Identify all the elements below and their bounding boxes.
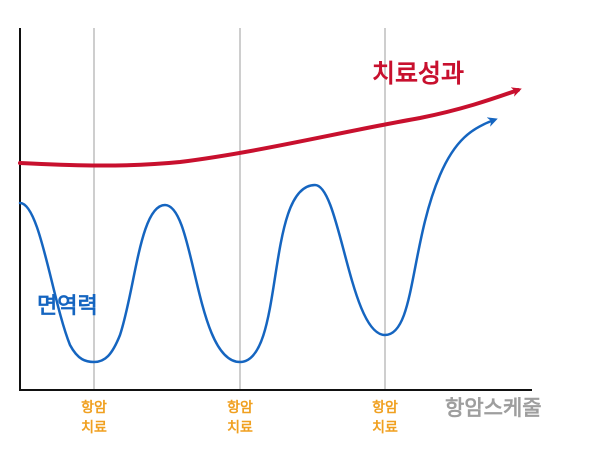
immunity-curve [18, 117, 498, 364]
tick-label-line2: 치료 [227, 420, 253, 436]
tick-label-line1: 항암 [81, 400, 107, 416]
x-axis-label: 항암스케줄 [445, 396, 542, 420]
tick-label-line1: 항암 [227, 400, 253, 416]
immunity-label: 면역력 [37, 294, 98, 319]
outcome-curve [18, 87, 522, 168]
treatment-tick-label-2: 항암 치료 [210, 398, 270, 438]
tick-label-line2: 치료 [81, 420, 107, 436]
outcome-label: 치료성과 [372, 59, 465, 88]
treatment-tick-label-1: 항암 치료 [64, 398, 124, 438]
treatment-tick-label-3: 항암 치료 [355, 398, 415, 438]
tick-label-line2: 치료 [372, 420, 398, 436]
tick-label-line1: 항암 [372, 400, 398, 416]
